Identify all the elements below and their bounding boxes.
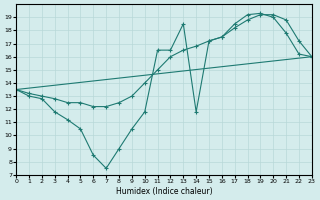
X-axis label: Humidex (Indice chaleur): Humidex (Indice chaleur) <box>116 187 212 196</box>
